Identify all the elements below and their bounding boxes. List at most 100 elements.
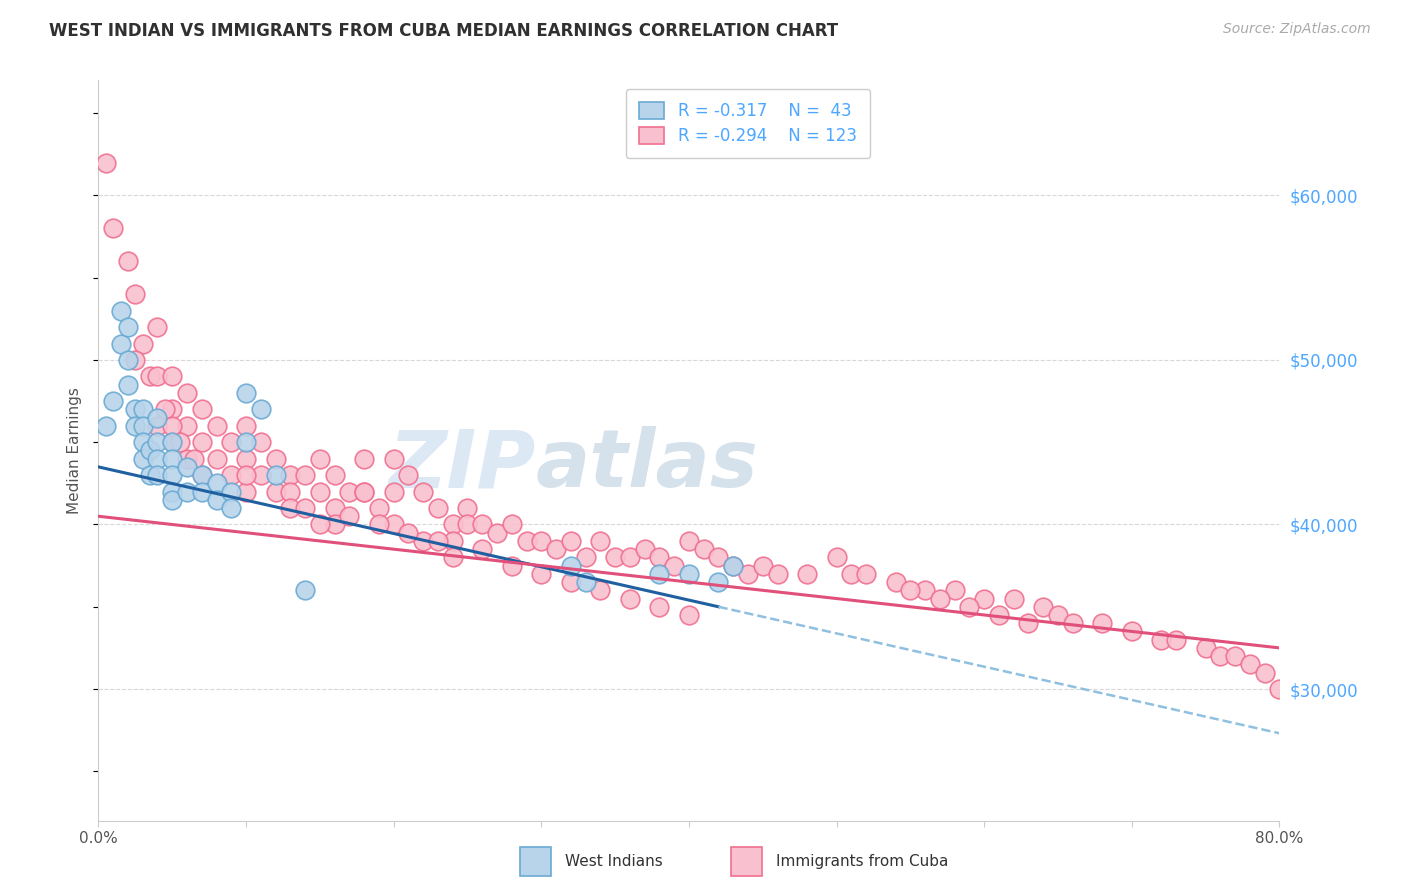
Point	[1195, 640, 1218, 655]
Point	[575, 550, 598, 565]
Point	[1121, 624, 1143, 639]
Point	[1268, 681, 1291, 696]
Point	[264, 468, 287, 483]
Point	[221, 501, 243, 516]
Point	[412, 533, 434, 548]
Point	[737, 566, 759, 581]
Point	[294, 468, 316, 483]
Point	[471, 517, 494, 532]
Point	[205, 451, 228, 466]
Point	[94, 418, 117, 433]
Point	[162, 451, 183, 466]
Point	[323, 501, 346, 516]
Point	[1254, 665, 1277, 680]
Point	[153, 402, 176, 417]
Point	[250, 402, 273, 417]
Point	[221, 484, 243, 499]
Point	[139, 443, 162, 458]
Point	[162, 468, 183, 483]
Text: Source: ZipAtlas.com: Source: ZipAtlas.com	[1223, 22, 1371, 37]
Point	[309, 517, 332, 532]
Point	[1150, 632, 1173, 647]
Point	[146, 435, 169, 450]
Point	[471, 542, 494, 557]
Point	[139, 468, 162, 483]
Point	[103, 394, 125, 409]
Point	[309, 451, 332, 466]
Point	[664, 558, 686, 573]
Point	[264, 451, 287, 466]
Point	[766, 566, 789, 581]
Bar	[731, 847, 762, 876]
Point	[146, 468, 169, 483]
Point	[796, 566, 818, 581]
Point	[110, 303, 132, 318]
Point	[884, 575, 907, 590]
Point	[648, 550, 671, 565]
Point	[723, 558, 745, 573]
Point	[973, 591, 995, 606]
Point	[162, 492, 183, 507]
Point	[221, 435, 243, 450]
Point	[441, 550, 464, 565]
Point	[235, 435, 257, 450]
Point	[943, 583, 966, 598]
Point	[1091, 616, 1114, 631]
Point	[605, 550, 627, 565]
Point	[146, 451, 169, 466]
Point	[205, 418, 228, 433]
Point	[707, 575, 730, 590]
Text: atlas: atlas	[536, 426, 758, 504]
Point	[169, 435, 191, 450]
Text: Immigrants from Cuba: Immigrants from Cuba	[776, 854, 949, 869]
Point	[1239, 657, 1261, 672]
Point	[124, 353, 146, 368]
Point	[205, 476, 228, 491]
Point	[280, 484, 302, 499]
Point	[398, 525, 420, 540]
Point	[914, 583, 936, 598]
Point	[205, 492, 228, 507]
Point	[1002, 591, 1025, 606]
Point	[162, 369, 183, 384]
Point	[412, 484, 434, 499]
Point	[162, 418, 183, 433]
Text: WEST INDIAN VS IMMIGRANTS FROM CUBA MEDIAN EARNINGS CORRELATION CHART: WEST INDIAN VS IMMIGRANTS FROM CUBA MEDI…	[49, 22, 838, 40]
Point	[678, 566, 700, 581]
Point	[235, 385, 257, 400]
Point	[457, 517, 479, 532]
Point	[235, 484, 257, 499]
Point	[132, 418, 155, 433]
Point	[648, 566, 671, 581]
Point	[124, 402, 146, 417]
Point	[825, 550, 848, 565]
Point	[723, 558, 745, 573]
Point	[323, 468, 346, 483]
Point	[575, 575, 598, 590]
Point	[132, 435, 155, 450]
Point	[441, 517, 464, 532]
Point	[368, 517, 391, 532]
Point	[162, 435, 183, 450]
Point	[110, 336, 132, 351]
Point	[1062, 616, 1084, 631]
Point	[339, 484, 361, 499]
Point	[441, 533, 464, 548]
Point	[191, 468, 214, 483]
Point	[619, 591, 641, 606]
Point	[235, 451, 257, 466]
Point	[678, 607, 700, 622]
Point	[139, 369, 162, 384]
Point	[841, 566, 863, 581]
Point	[280, 501, 302, 516]
Point	[501, 517, 523, 532]
Point	[855, 566, 877, 581]
Point	[634, 542, 657, 557]
Point	[176, 459, 198, 474]
Point	[309, 484, 332, 499]
Point	[176, 385, 198, 400]
Point	[1166, 632, 1188, 647]
Point	[191, 435, 214, 450]
Point	[1046, 607, 1070, 622]
Point	[589, 533, 612, 548]
